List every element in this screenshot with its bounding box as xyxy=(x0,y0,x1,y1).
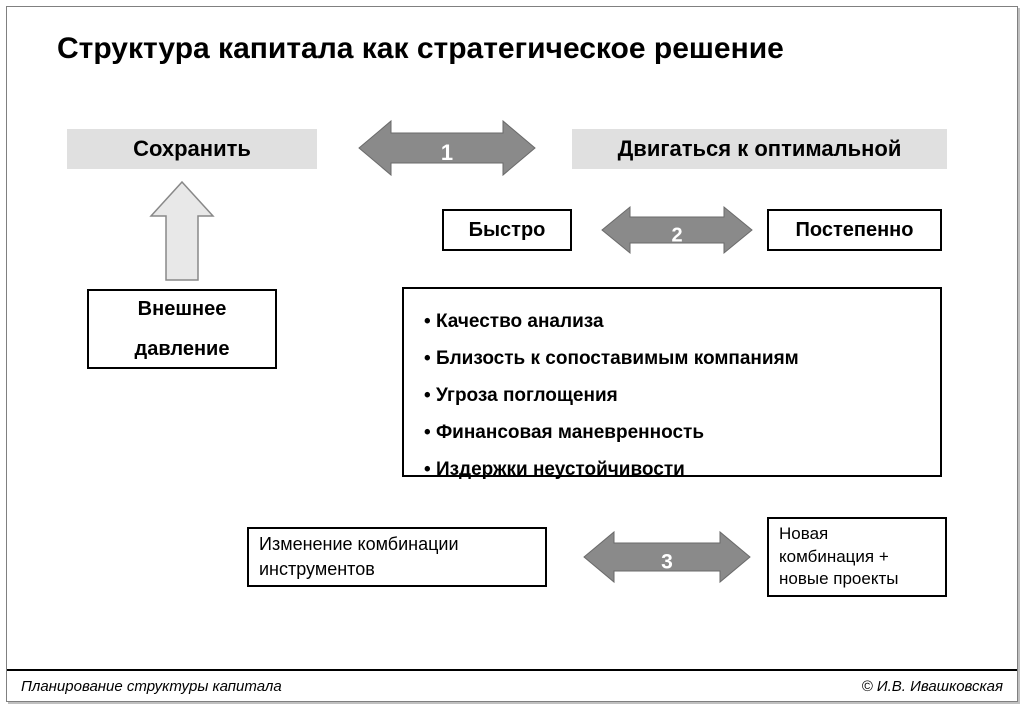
node-new-combo: Новая комбинация + новые проекты xyxy=(767,517,947,597)
pressure-line1: Внешнее xyxy=(138,289,227,329)
bullet-1: • Близость к сопоставимым компаниям xyxy=(424,340,920,377)
arrow-up xyxy=(151,182,213,280)
node-fast: Быстро xyxy=(442,209,572,251)
node-bullets: • Качество анализа • Близость к сопостав… xyxy=(402,287,942,477)
arrow-3: 3 xyxy=(584,531,750,583)
slide-frame: Структура капитала как стратегическое ре… xyxy=(6,6,1018,702)
bullet-0: • Качество анализа xyxy=(424,303,920,340)
node-change-combo: Изменение комбинации инструментов xyxy=(247,527,547,587)
svg-text:2: 2 xyxy=(671,224,682,246)
change-combo-line1: Изменение комбинации xyxy=(259,532,459,557)
pressure-line2: давление xyxy=(135,329,230,369)
footer-left: Планирование структуры капитала xyxy=(21,678,282,695)
change-combo-line2: инструментов xyxy=(259,557,375,582)
bullet-2: • Угроза поглощения xyxy=(424,377,920,414)
new-combo-line2: комбинация + xyxy=(779,546,889,569)
svg-text:1: 1 xyxy=(441,140,453,165)
node-move-optimal: Двигаться к оптимальной xyxy=(572,129,947,169)
new-combo-line3: новые проекты xyxy=(779,568,898,591)
arrow-2: 2 xyxy=(602,206,752,254)
bullet-3: • Финансовая маневренность xyxy=(424,414,920,451)
arrow-1: 1 xyxy=(359,119,535,177)
node-pressure: Внешнее давление xyxy=(87,289,277,369)
bullet-4: • Издержки неустойчивости xyxy=(424,451,920,488)
node-keep: Сохранить xyxy=(67,129,317,169)
slide-footer: Планирование структуры капитала © И.В. И… xyxy=(7,669,1017,701)
footer-right: © И.В. Ивашковская xyxy=(862,678,1003,695)
new-combo-line1: Новая xyxy=(779,523,828,546)
svg-text:3: 3 xyxy=(661,551,673,574)
slide-title: Структура капитала как стратегическое ре… xyxy=(57,32,784,66)
node-gradual: Постепенно xyxy=(767,209,942,251)
